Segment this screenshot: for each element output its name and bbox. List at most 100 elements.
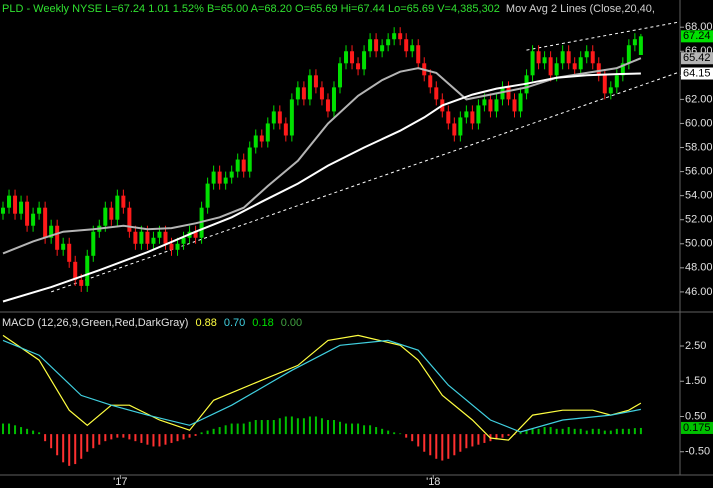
candle-body bbox=[229, 171, 234, 178]
histogram-bar bbox=[206, 430, 209, 435]
candle-body bbox=[139, 231, 144, 244]
histogram-bar bbox=[170, 434, 173, 443]
histogram-bar bbox=[585, 430, 588, 435]
histogram-bar bbox=[471, 434, 474, 447]
value-tag-label: 67.24 bbox=[683, 30, 711, 42]
histogram-bar bbox=[609, 430, 612, 435]
y-tick-label: 52.00 bbox=[685, 214, 713, 226]
study: Mov Avg 2 Lines (Close,20,40, bbox=[506, 3, 655, 15]
candle-body bbox=[277, 111, 282, 124]
histogram-bar bbox=[603, 430, 606, 435]
histogram-bar bbox=[230, 423, 233, 435]
candle-body bbox=[362, 51, 367, 70]
histogram-bar bbox=[429, 434, 432, 456]
histogram-bar bbox=[627, 428, 630, 435]
macd-line bbox=[2, 339, 642, 433]
candle-body bbox=[476, 105, 481, 124]
histogram-bar bbox=[537, 428, 540, 435]
histogram-bar bbox=[615, 428, 618, 435]
value-tag-label: 0.175 bbox=[683, 422, 711, 434]
candle-body bbox=[121, 195, 126, 208]
histogram-bar bbox=[363, 425, 366, 435]
moving-average bbox=[2, 72, 641, 303]
histogram-bar bbox=[387, 430, 390, 435]
candle-body bbox=[554, 63, 559, 76]
histogram-bar bbox=[375, 427, 378, 435]
histogram-bar bbox=[104, 434, 107, 442]
candle-body bbox=[410, 45, 415, 52]
histogram-bar bbox=[68, 434, 71, 466]
y-tick-label: 1.50 bbox=[685, 375, 706, 387]
histogram-bar bbox=[357, 423, 360, 435]
candle-body bbox=[157, 231, 162, 238]
y-tick-label: 48.00 bbox=[685, 262, 713, 274]
candle-body bbox=[43, 207, 48, 238]
histogram-bar bbox=[134, 434, 137, 442]
candle-body bbox=[295, 87, 300, 100]
histogram-bar bbox=[152, 434, 155, 447]
value-tag bbox=[681, 30, 713, 43]
histogram-bar bbox=[308, 416, 311, 435]
histogram-bar bbox=[74, 434, 77, 465]
header: PLD - Weekly NYSE L=67.24 1.01 1.52% B=6… bbox=[2, 3, 655, 15]
y-tick-label: 62.00 bbox=[685, 93, 713, 105]
histogram-bar bbox=[218, 427, 221, 435]
candle-body bbox=[482, 99, 487, 106]
candle-body bbox=[91, 231, 96, 256]
histogram-bar bbox=[326, 420, 329, 435]
candle-body bbox=[55, 225, 60, 250]
y-tick-label: 60.00 bbox=[685, 117, 713, 129]
histogram-bar bbox=[176, 434, 179, 442]
histogram-bar bbox=[459, 434, 462, 452]
histogram-bar bbox=[501, 434, 504, 438]
candle-body bbox=[319, 87, 324, 100]
candle-body bbox=[626, 45, 631, 64]
histogram-bar bbox=[393, 432, 396, 435]
histogram-bar bbox=[236, 423, 239, 435]
histogram-bar bbox=[567, 427, 570, 435]
candle-body bbox=[338, 63, 342, 88]
candle-body bbox=[115, 195, 120, 220]
candle-body bbox=[307, 75, 312, 100]
candle-body bbox=[386, 39, 391, 46]
candle-body bbox=[602, 75, 607, 94]
value-tag-label: 65.42 bbox=[683, 52, 711, 64]
histogram-bar bbox=[8, 423, 11, 435]
histogram-bar bbox=[447, 434, 450, 459]
value-tag-label: 64.15 bbox=[683, 67, 711, 79]
histogram-bar bbox=[369, 425, 372, 435]
histogram-bar bbox=[423, 434, 426, 452]
candle-body bbox=[470, 111, 475, 124]
histogram-bar bbox=[495, 434, 498, 440]
candle-body bbox=[205, 183, 210, 208]
candle-body bbox=[85, 255, 90, 286]
histogram-bar bbox=[56, 434, 59, 456]
candle-body bbox=[37, 207, 42, 214]
candle-body bbox=[620, 63, 625, 76]
histogram-bar bbox=[417, 434, 420, 447]
candle-body bbox=[265, 123, 270, 142]
histogram-bar bbox=[435, 434, 438, 459]
candle-body bbox=[73, 261, 78, 280]
histogram-bar bbox=[2, 423, 5, 435]
candle-body bbox=[632, 39, 637, 46]
candle-body bbox=[488, 99, 493, 112]
histogram-bar bbox=[519, 432, 522, 435]
candle-body bbox=[548, 57, 553, 76]
candle-body bbox=[458, 117, 463, 136]
histogram-bar bbox=[302, 418, 305, 435]
histogram-bar bbox=[122, 434, 125, 438]
histogram-bar bbox=[212, 428, 215, 435]
candle-body bbox=[289, 99, 294, 136]
candle-body bbox=[344, 51, 349, 64]
candle-body bbox=[374, 39, 379, 52]
histogram-bar bbox=[531, 428, 534, 435]
value-tag bbox=[681, 67, 713, 80]
candle-body bbox=[506, 87, 511, 100]
candle-body bbox=[169, 243, 174, 250]
histogram-bar bbox=[411, 434, 414, 442]
candle-body bbox=[253, 135, 258, 148]
histogram-bar bbox=[483, 434, 486, 443]
y-tick-label: 68.00 bbox=[685, 21, 713, 33]
